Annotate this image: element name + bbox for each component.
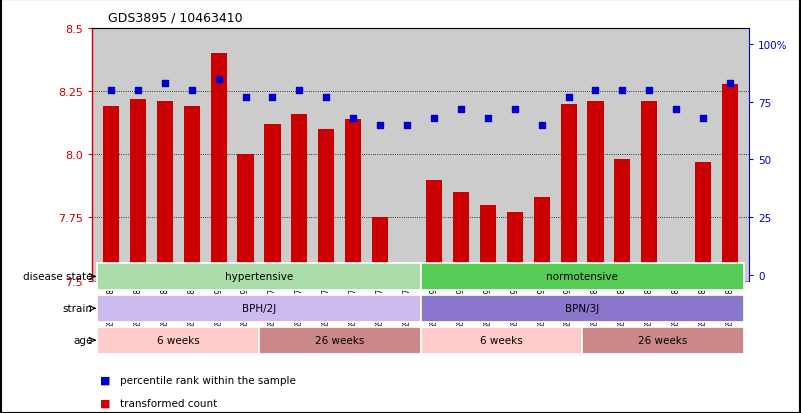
Point xyxy=(185,88,198,94)
Text: BPH/2J: BPH/2J xyxy=(242,304,276,313)
Point xyxy=(723,81,736,88)
Text: age: age xyxy=(73,335,93,345)
Bar xyxy=(533,198,549,281)
Bar xyxy=(421,295,743,322)
Text: 26 weeks: 26 weeks xyxy=(638,335,687,345)
Bar xyxy=(642,102,658,281)
Point xyxy=(374,122,387,129)
Bar xyxy=(421,327,582,354)
Bar xyxy=(318,130,334,281)
Bar xyxy=(372,218,388,281)
Point xyxy=(616,88,629,94)
Bar xyxy=(98,295,421,322)
Point xyxy=(131,88,144,94)
Point xyxy=(670,106,682,113)
Bar xyxy=(426,180,442,281)
Bar xyxy=(399,263,415,281)
Point xyxy=(105,88,118,94)
Point xyxy=(266,95,279,101)
Bar xyxy=(582,327,743,354)
Bar xyxy=(292,114,308,281)
Bar xyxy=(587,102,604,281)
Point xyxy=(535,122,548,129)
Bar xyxy=(561,104,577,281)
Point xyxy=(159,81,171,88)
Bar xyxy=(237,155,254,281)
Point xyxy=(212,76,225,83)
Text: 6 weeks: 6 weeks xyxy=(157,335,199,345)
Bar xyxy=(130,100,146,281)
Bar xyxy=(103,107,119,281)
Point xyxy=(697,115,710,122)
Point xyxy=(562,95,575,101)
Text: strain: strain xyxy=(62,304,93,313)
Point xyxy=(589,88,602,94)
Text: hypertensive: hypertensive xyxy=(225,272,293,282)
Point xyxy=(481,115,494,122)
Point xyxy=(428,115,441,122)
Bar xyxy=(421,263,743,290)
Bar xyxy=(211,54,227,281)
Text: disease state: disease state xyxy=(23,272,93,282)
Bar xyxy=(668,276,684,281)
Bar xyxy=(157,102,173,281)
Text: ■: ■ xyxy=(100,398,111,408)
Bar xyxy=(98,327,259,354)
Text: BPN/3J: BPN/3J xyxy=(565,304,599,313)
Bar xyxy=(345,120,361,281)
Bar xyxy=(264,125,280,281)
Bar xyxy=(480,205,496,281)
Bar xyxy=(695,162,711,281)
Bar xyxy=(453,192,469,281)
Bar xyxy=(98,263,421,290)
Point xyxy=(400,122,413,129)
Point xyxy=(454,106,467,113)
Text: transformed count: transformed count xyxy=(120,398,217,408)
Point xyxy=(293,88,306,94)
Bar xyxy=(259,327,421,354)
Text: percentile rank within the sample: percentile rank within the sample xyxy=(120,375,296,385)
Text: GDS3895 / 10463410: GDS3895 / 10463410 xyxy=(108,12,243,25)
Bar xyxy=(614,160,630,281)
Point xyxy=(347,115,360,122)
Text: 6 weeks: 6 weeks xyxy=(480,335,523,345)
Point xyxy=(320,95,332,101)
Point xyxy=(643,88,656,94)
Text: ■: ■ xyxy=(100,375,111,385)
Text: 26 weeks: 26 weeks xyxy=(315,335,364,345)
Bar xyxy=(722,84,739,281)
Bar xyxy=(183,107,199,281)
Point xyxy=(509,106,521,113)
Point xyxy=(239,95,252,101)
Bar xyxy=(507,213,523,281)
Text: normotensive: normotensive xyxy=(546,272,618,282)
